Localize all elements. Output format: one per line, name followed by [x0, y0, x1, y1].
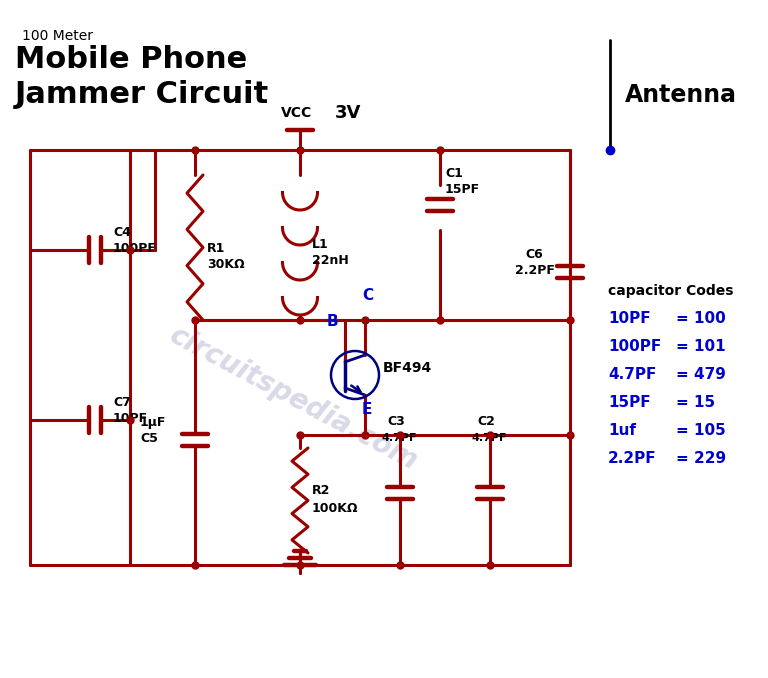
- Text: 100KΩ: 100KΩ: [312, 502, 359, 515]
- Text: R1: R1: [207, 241, 225, 254]
- Text: E: E: [362, 403, 372, 418]
- Text: capacitor Codes: capacitor Codes: [608, 284, 733, 298]
- Text: = 100: = 100: [676, 311, 726, 326]
- Text: C3: C3: [387, 415, 405, 428]
- Text: 2.2PF: 2.2PF: [608, 451, 657, 466]
- Text: = 105: = 105: [676, 423, 726, 438]
- Text: 4.7PF: 4.7PF: [382, 433, 418, 443]
- Text: C5: C5: [140, 432, 158, 445]
- Text: 100PF: 100PF: [113, 242, 157, 255]
- Text: 10PF: 10PF: [113, 412, 148, 425]
- Text: 15PF: 15PF: [445, 183, 480, 196]
- Text: 22nH: 22nH: [312, 254, 349, 266]
- Text: Mobile Phone: Mobile Phone: [15, 45, 247, 74]
- Text: C7: C7: [113, 396, 131, 409]
- Text: 100 Meter: 100 Meter: [22, 29, 93, 43]
- Text: C4: C4: [113, 226, 131, 239]
- Text: B: B: [327, 315, 339, 330]
- Text: Antenna: Antenna: [625, 83, 737, 107]
- Text: 4.7PF: 4.7PF: [472, 433, 508, 443]
- Text: BF494: BF494: [383, 361, 432, 375]
- Text: = 229: = 229: [676, 451, 726, 466]
- Text: 1μF: 1μF: [140, 416, 167, 429]
- Text: = 101: = 101: [676, 339, 726, 354]
- Text: 1uf: 1uf: [608, 423, 636, 438]
- Text: 15PF: 15PF: [608, 395, 650, 410]
- Text: L1: L1: [312, 239, 329, 252]
- Text: 30KΩ: 30KΩ: [207, 258, 245, 271]
- Text: C1: C1: [445, 167, 463, 180]
- Text: VCC: VCC: [281, 106, 313, 120]
- Text: C2: C2: [477, 415, 495, 428]
- Text: 100PF: 100PF: [608, 339, 661, 354]
- Text: circuitspedia.com: circuitspedia.com: [165, 321, 422, 476]
- Text: Jammer Circuit: Jammer Circuit: [15, 80, 270, 109]
- Text: C: C: [362, 287, 373, 302]
- Text: 4.7PF: 4.7PF: [608, 367, 657, 382]
- Text: R2: R2: [312, 483, 330, 496]
- Text: C6: C6: [525, 248, 543, 261]
- Text: 2.2PF: 2.2PF: [515, 264, 554, 277]
- Text: = 479: = 479: [676, 367, 726, 382]
- Text: 10PF: 10PF: [608, 311, 650, 326]
- Text: 3V: 3V: [335, 104, 362, 122]
- Text: = 15: = 15: [676, 395, 715, 410]
